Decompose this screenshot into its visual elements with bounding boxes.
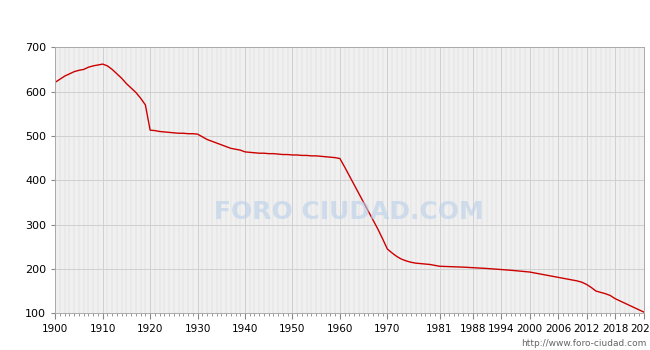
Text: Montealegre de Campos (Municipio) - Evolucion del numero de Habitantes: Montealegre de Campos (Municipio) - Evol… (77, 14, 573, 27)
Text: http://www.foro-ciudad.com: http://www.foro-ciudad.com (521, 339, 647, 348)
Text: FORO CIUDAD.COM: FORO CIUDAD.COM (214, 200, 484, 224)
